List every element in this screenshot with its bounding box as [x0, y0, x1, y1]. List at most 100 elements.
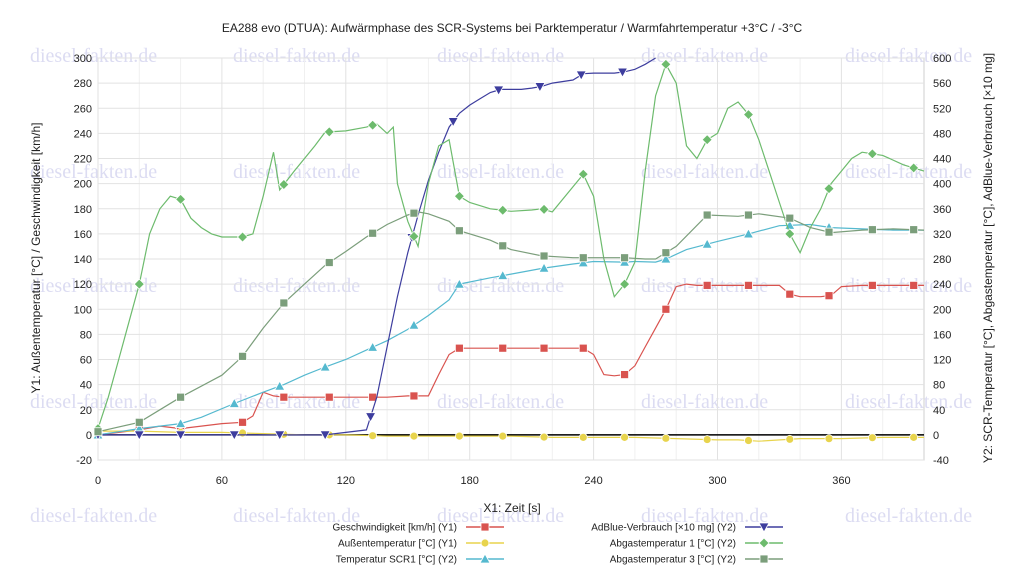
data-point	[824, 291, 834, 301]
x-tick-label: 180	[461, 475, 479, 487]
data-point	[620, 370, 629, 379]
data-point	[279, 392, 289, 402]
data-point	[701, 134, 713, 146]
watermark-text: diesel-fakten.de	[30, 505, 157, 527]
watermark-text: diesel-fakten.de	[233, 45, 360, 67]
y-right-tick-label: 520	[933, 103, 951, 115]
data-point	[236, 231, 249, 243]
watermark-text: diesel-fakten.de	[30, 45, 157, 67]
watermark-text: diesel-fakten.de	[845, 161, 972, 183]
data-point	[909, 280, 919, 290]
data-point	[324, 392, 334, 402]
legend-label: AdBlue-Verbrauch [×10 mg] (Y2)	[591, 523, 736, 534]
data-point	[575, 70, 587, 81]
x-tick-label: 120	[337, 475, 355, 487]
x-tick-label: 300	[708, 475, 726, 487]
legend-label: Außentemperatur [°C] (Y1)	[338, 539, 457, 550]
data-point	[620, 432, 629, 442]
data-point	[742, 228, 755, 239]
data-point	[278, 178, 290, 191]
data-point	[319, 430, 331, 441]
data-point	[785, 289, 795, 299]
data-point	[702, 210, 712, 220]
y-left-tick-label: 240	[74, 128, 92, 140]
watermark-text: diesel-fakten.de	[437, 275, 564, 297]
y-left-tick-label: 220	[74, 154, 92, 166]
data-point	[454, 431, 464, 441]
grid	[97, 57, 925, 461]
data-point	[324, 258, 334, 267]
data-point	[228, 430, 240, 441]
data-point	[274, 430, 286, 441]
data-point	[176, 392, 186, 402]
y-left-tick-label: 140	[74, 254, 92, 266]
legend: Geschwindigkeit [km/h] (Y1) Außentemperat…	[333, 523, 783, 566]
data-point	[909, 225, 919, 235]
y-right-tick-label: 480	[933, 128, 951, 140]
y-right-tick-label: 0	[933, 430, 939, 442]
y-left-tick-label: 60	[80, 355, 92, 367]
data-point	[867, 280, 877, 290]
data-point	[909, 432, 919, 442]
legend-label: Temperatur SCR1 [°C] (Y2)	[336, 555, 457, 566]
watermarks: diesel-fakten.de diesel-fakten.de diesel-f…	[30, 45, 972, 527]
data-point	[497, 204, 509, 216]
data-point	[408, 230, 420, 242]
data-point	[454, 226, 464, 236]
data-point	[744, 210, 753, 220]
series-line	[98, 57, 656, 436]
data-point	[534, 82, 546, 93]
data-point	[539, 251, 549, 261]
data-point	[785, 434, 795, 444]
x-tick-label: 60	[216, 475, 228, 487]
data-point	[577, 168, 589, 180]
data-point	[867, 225, 877, 235]
y-right-tick-label: 40	[933, 405, 945, 417]
series-6	[93, 208, 925, 437]
data-point	[364, 412, 377, 423]
watermark-text: diesel-fakten.de	[641, 505, 768, 527]
watermark-text: diesel-fakten.de	[30, 275, 157, 297]
data-point	[498, 241, 508, 251]
data-point	[174, 430, 187, 441]
data-point	[228, 397, 240, 408]
x-tick-label: 360	[832, 475, 850, 487]
chart-title: EA288 evo (DTUA): Aufwärmphase des SCR-S…	[222, 21, 803, 35]
watermark-text: diesel-fakten.de	[30, 391, 157, 413]
y-right-tick-label: 400	[933, 179, 951, 191]
data-point	[539, 343, 549, 353]
data-point	[620, 253, 629, 263]
legend-marker	[758, 537, 770, 549]
y-right-tick-label: 560	[933, 78, 951, 90]
data-point	[134, 417, 144, 427]
axes: 0 60 120 180 240 300 360-200204060801001201401…	[74, 53, 952, 487]
data-point	[866, 148, 878, 160]
y-left-tick-label: 100	[74, 304, 92, 316]
y-left-tick-label: 180	[74, 204, 92, 216]
legend-item: Außentemperatur [°C] (Y1)	[338, 539, 504, 550]
series-line	[97, 211, 925, 433]
legend-item: Abgastemperatur 3 [°C] (Y2)	[610, 555, 783, 566]
y-left-tick-label: 20	[80, 405, 92, 417]
data-point	[661, 248, 671, 258]
y-right-tick-label: 440	[933, 154, 951, 166]
data-point	[578, 343, 588, 353]
watermark-text: diesel-fakten.de	[233, 275, 360, 297]
data-point	[616, 67, 629, 78]
series-2	[93, 426, 924, 445]
legend-marker	[479, 553, 491, 564]
data-point	[498, 343, 508, 353]
data-point	[538, 203, 550, 215]
data-point	[661, 304, 671, 314]
data-point	[408, 319, 420, 330]
legend-label: Geschwindigkeit [km/h] (Y1)	[333, 523, 458, 534]
y-left-tick-label: 120	[74, 279, 92, 291]
watermark-text: diesel-fakten.de	[437, 505, 564, 527]
x-axis-label: X1: Zeit [s]	[483, 501, 540, 515]
data-point	[784, 228, 796, 240]
data-point	[175, 193, 187, 205]
y-left-tick-label: 200	[74, 179, 92, 191]
watermark-text: diesel-fakten.de	[437, 391, 564, 413]
y-left-tick-label: 260	[74, 103, 92, 115]
